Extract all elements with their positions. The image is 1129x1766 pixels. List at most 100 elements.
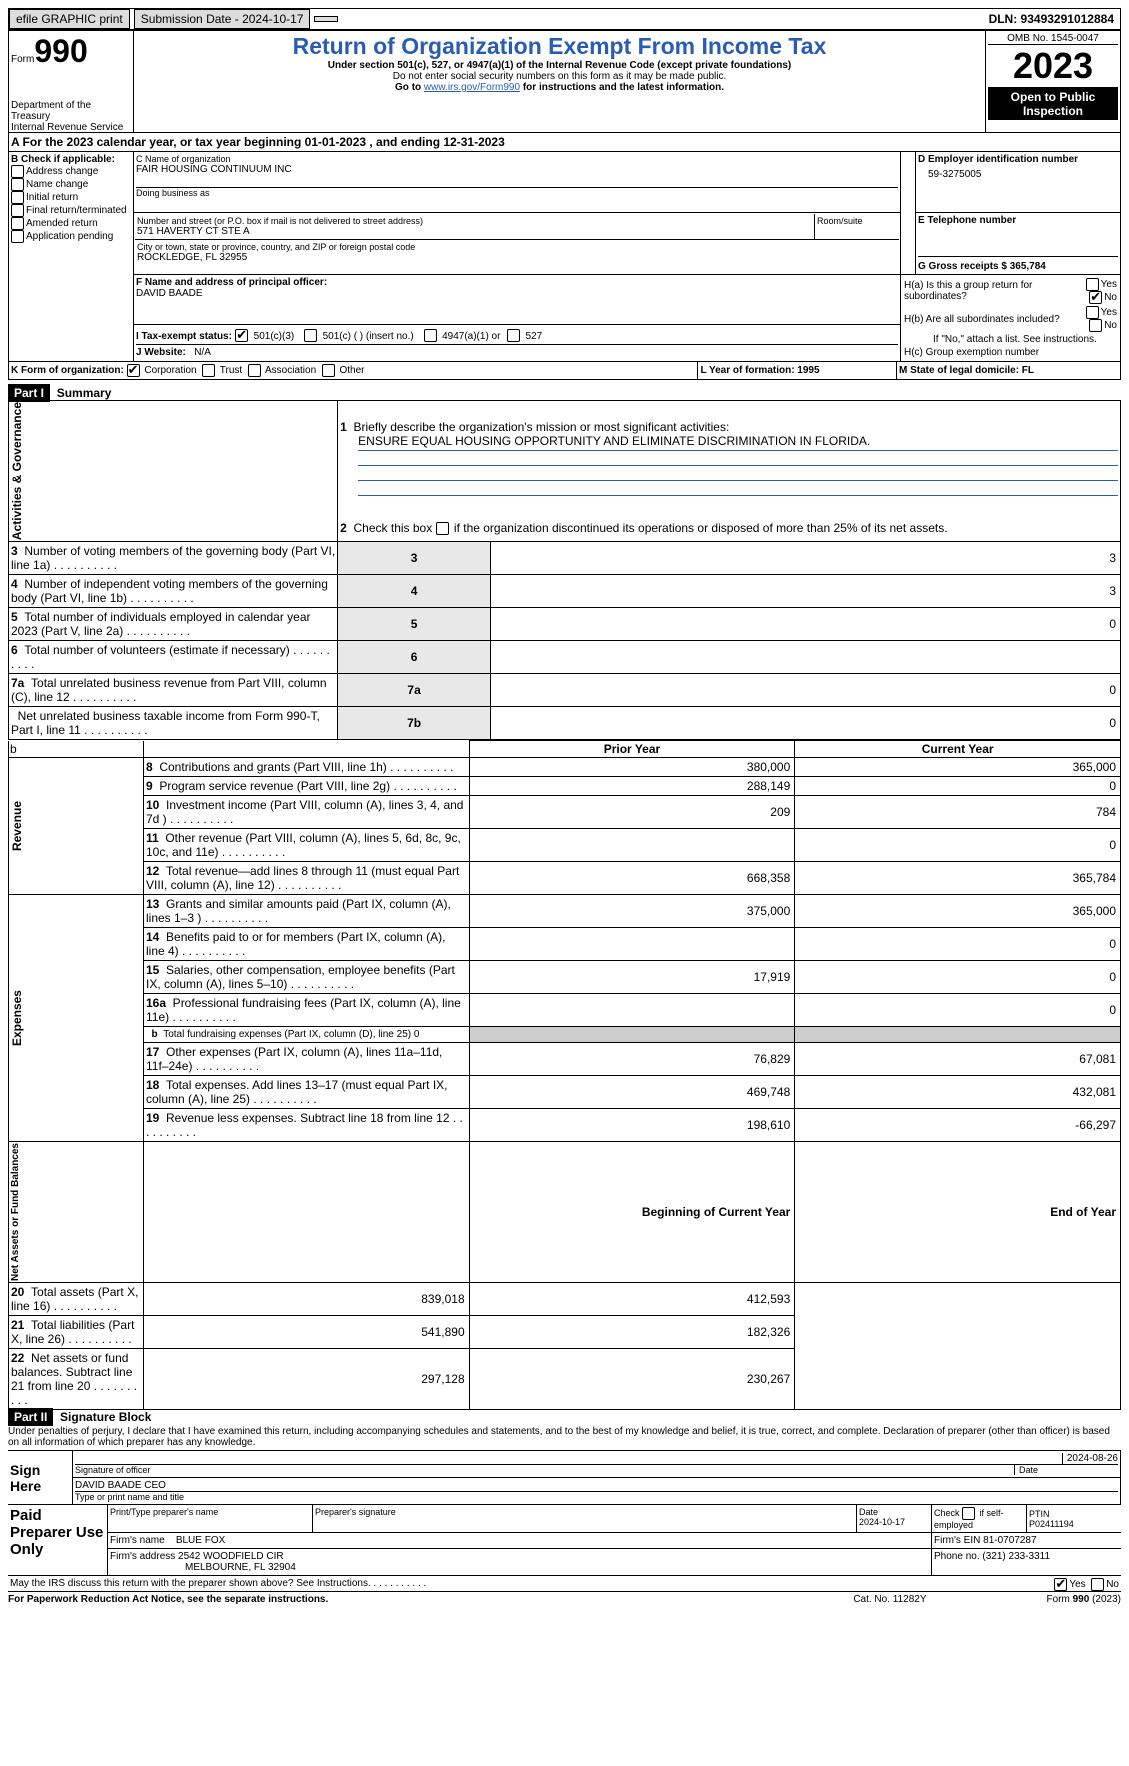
topbar: efile GRAPHIC print Submission Date - 20… — [8, 8, 1121, 30]
app-pending-checkbox[interactable] — [11, 230, 24, 243]
yes-label: Yes — [1101, 279, 1117, 290]
omb-label: OMB No. 1545-0047 — [988, 33, 1118, 45]
part1-table: Activities & Governance 1 Briefly descri… — [8, 400, 1121, 740]
street-address: 571 HAVERTY CT STE A — [137, 226, 812, 237]
ha-no-checkbox[interactable] — [1089, 291, 1102, 304]
ptin-label: PTIN — [1029, 1509, 1050, 1519]
part1-name: Summary — [57, 386, 112, 400]
efile-button[interactable]: efile GRAPHIC print — [9, 9, 130, 29]
initial-return-checkbox[interactable] — [11, 191, 24, 204]
l2-label: Check this box — [354, 521, 433, 535]
part2-header: Part II Signature Block — [8, 1410, 1121, 1424]
ein-value: 59-3275005 — [918, 165, 1118, 180]
blank-button[interactable] — [314, 16, 338, 22]
eoy-hdr: End of Year — [795, 1142, 1121, 1283]
room-label: Room/suite — [817, 216, 897, 226]
website-value: N/A — [194, 347, 211, 358]
summary-row: 5 Total number of individuals employed i… — [9, 608, 1121, 641]
pp-date-label: Date — [859, 1507, 878, 1517]
name-change-checkbox[interactable] — [11, 178, 24, 191]
subtitle-2: Do not enter social security numbers on … — [136, 71, 983, 82]
dept-label: Department of the Treasury — [11, 100, 131, 122]
side-activities: Activities & Governance — [10, 402, 24, 540]
summary-row: 7a Total unrelated business revenue from… — [9, 674, 1121, 707]
org-name: FAIR HOUSING CONTINUUM INC — [136, 164, 898, 175]
paid-preparer-label: Paid Preparer Use Only — [8, 1505, 108, 1576]
addr-change-checkbox[interactable] — [11, 165, 24, 178]
dln-label: DLN: 93493291012884 — [983, 10, 1120, 28]
self-employed-checkbox[interactable] — [962, 1507, 975, 1520]
hc-label: H(c) Group exemption number — [903, 346, 1118, 359]
cur-year-hdr: Current Year — [795, 741, 1121, 758]
i-opt: 501(c) ( ) (insert no.) — [323, 331, 414, 342]
assoc-checkbox[interactable] — [248, 364, 261, 377]
fin-row: 19 Revenue less expenses. Subtract line … — [9, 1109, 1121, 1142]
fin-row: 12 Total revenue—add lines 8 through 11 … — [9, 862, 1121, 895]
discuss-no-checkbox[interactable] — [1091, 1578, 1104, 1591]
f-label: F Name and address of principal officer: — [136, 277, 327, 288]
phone-label: Phone no. — [934, 1551, 980, 1562]
form990-link[interactable]: www.irs.gov/Form990 — [424, 82, 520, 93]
sig-of-officer-label: Signature of officer — [75, 1465, 150, 1475]
d-label: D Employer identification number — [918, 154, 1078, 165]
hb-note: If "No," attach a list. See instructions… — [903, 333, 1118, 346]
klm-row: K Form of organization: Corporation Trus… — [8, 362, 1121, 380]
summary-row: 6 Total number of volunteers (estimate i… — [9, 641, 1121, 674]
sign-here-label: Sign Here — [8, 1451, 73, 1505]
type-name-label: Type or print name and title — [75, 1492, 1118, 1502]
fin-row: 15 Salaries, other compensation, employe… — [9, 961, 1121, 994]
submission-date-button[interactable]: Submission Date - 2024-10-17 — [134, 9, 311, 29]
j-label: J Website: — [136, 347, 186, 358]
other-checkbox[interactable] — [322, 364, 335, 377]
principal-officer: DAVID BAADE — [136, 288, 898, 299]
527-checkbox[interactable] — [507, 329, 520, 342]
addr-label: Number and street (or P.O. box if mail i… — [137, 216, 812, 226]
fin-row: 9 Program service revenue (Part VIII, li… — [9, 777, 1121, 796]
fin-row: 14 Benefits paid to or for members (Part… — [9, 928, 1121, 961]
fin-row: 18 Total expenses. Add lines 13–17 (must… — [9, 1076, 1121, 1109]
line-a: A For the 2023 calendar year, or tax yea… — [8, 133, 1121, 152]
fin-row: 21 Total liabilities (Part X, line 26)54… — [9, 1316, 1121, 1349]
m-label: M State of legal domicile: FL — [899, 365, 1034, 376]
amended-checkbox[interactable] — [11, 217, 24, 230]
header-block: Form990 Department of the Treasury Inter… — [8, 30, 1121, 133]
fin-row: Revenue8 Contributions and grants (Part … — [9, 758, 1121, 777]
no-label: No — [1106, 1579, 1119, 1590]
pra-notice: For Paperwork Reduction Act Notice, see … — [8, 1594, 328, 1605]
501c-checkbox[interactable] — [304, 329, 317, 342]
part1-financials: b Prior Year Current Year Revenue8 Contr… — [8, 740, 1121, 1410]
b-title: B Check if applicable: — [11, 154, 115, 165]
corp-checkbox[interactable] — [127, 364, 140, 377]
501c3-checkbox[interactable] — [235, 329, 248, 342]
prep-sig-label: Preparer's signature — [313, 1505, 857, 1533]
firm-name: BLUE FOX — [176, 1535, 225, 1546]
firm-ein-label: Firm's EIN — [934, 1535, 980, 1546]
no-label: No — [1104, 320, 1117, 331]
paid-preparer-block: Paid Preparer Use Only Print/Type prepar… — [8, 1505, 1121, 1576]
e-label: E Telephone number — [918, 215, 1016, 226]
mission-text: ENSURE EQUAL HOUSING OPPORTUNITY AND ELI… — [340, 434, 870, 448]
open-inspection: Open to Public Inspection — [988, 88, 1118, 120]
side-netassets: Net Assets or Fund Balances — [10, 1143, 21, 1281]
4947-checkbox[interactable] — [424, 329, 437, 342]
hb-yes-checkbox[interactable] — [1086, 306, 1099, 319]
final-return-checkbox[interactable] — [11, 204, 24, 217]
g-label: G Gross receipts $ 365,784 — [918, 261, 1046, 272]
sign-here-block: Sign Here 2024-08-26 Signature of office… — [8, 1451, 1121, 1505]
info-block: B Check if applicable: Address change Na… — [8, 152, 1121, 362]
hb-no-checkbox[interactable] — [1089, 319, 1102, 332]
discuss-yes-checkbox[interactable] — [1054, 1578, 1067, 1591]
form-title: Return of Organization Exempt From Incom… — [136, 33, 983, 60]
fin-row: 16a Professional fundraising fees (Part … — [9, 994, 1121, 1027]
phone-value: (321) 233-3311 — [982, 1551, 1050, 1562]
l2-checkbox[interactable] — [436, 522, 449, 535]
discuss-row: May the IRS discuss this return with the… — [8, 1576, 1121, 1592]
part1-header: Part I Summary — [8, 386, 1121, 400]
i-opt: 4947(a)(1) or — [442, 331, 500, 342]
yes-label: Yes — [1069, 1579, 1085, 1590]
k-opt: Trust — [220, 365, 242, 376]
ptin-value: P02411194 — [1029, 1519, 1074, 1529]
pp-check: Check — [934, 1508, 960, 1518]
summary-row: 3 Number of voting members of the govern… — [9, 542, 1121, 575]
trust-checkbox[interactable] — [202, 364, 215, 377]
